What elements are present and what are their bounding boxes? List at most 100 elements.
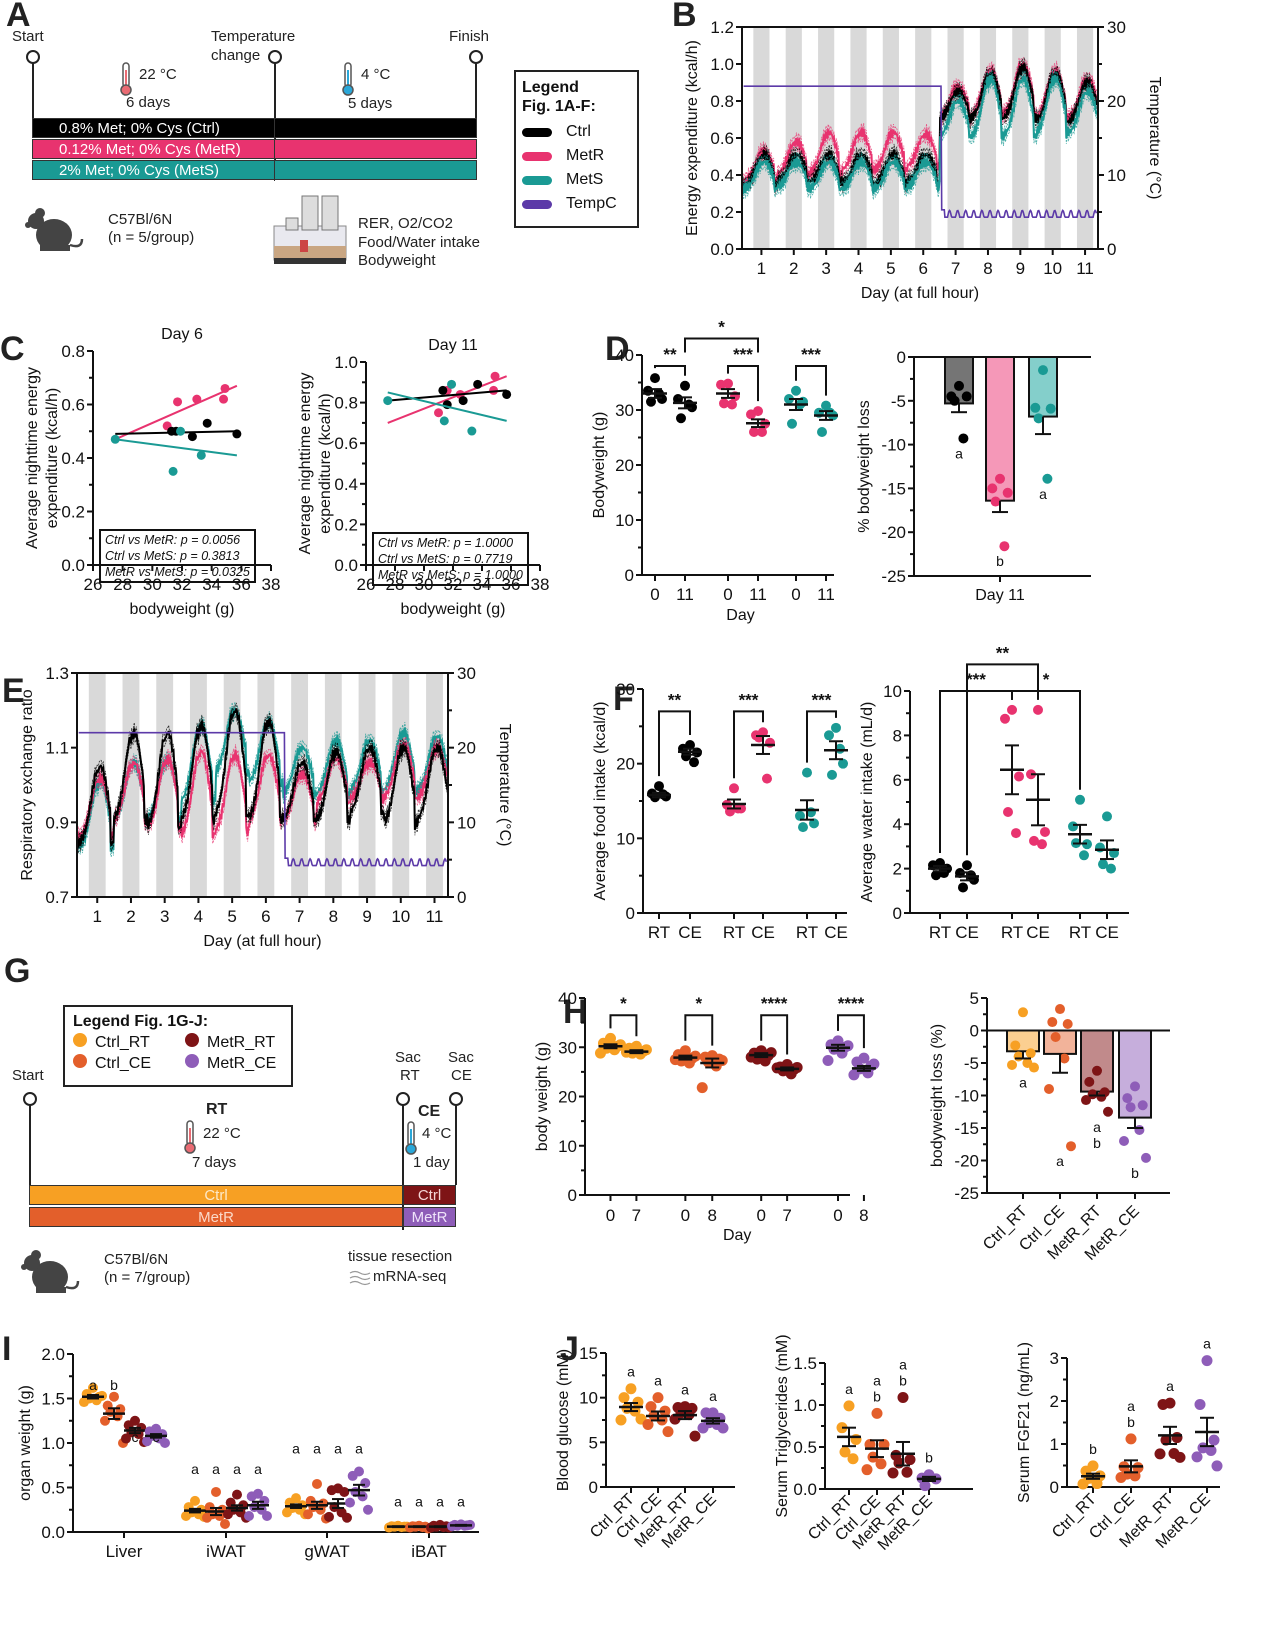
y2-axis-title: Temperature (°C)	[1146, 77, 1163, 200]
data-point	[652, 1392, 664, 1404]
data-point	[1075, 794, 1085, 805]
data-point	[684, 399, 694, 410]
series-line-TempC	[743, 85, 1098, 218]
y-axis-title: organ weight (g)	[17, 1385, 34, 1501]
data-point-Ctrl	[502, 389, 512, 399]
data-point	[109, 1391, 119, 1402]
c-day11-pvalue-1: Ctrl vs MetR: p = 1.0000	[378, 536, 514, 550]
x-tick-label: gWAT	[304, 1542, 349, 1561]
mrna-seq-label: mRNA-seq	[373, 1268, 447, 1285]
data-point	[1194, 1398, 1206, 1410]
significance-letter: a	[1019, 1075, 1027, 1091]
data-point	[928, 860, 938, 871]
phase1-temperature: 22 °C	[139, 66, 177, 83]
c-day6-pvalues: Ctrl vs MetR: p = 0.0056 Ctrl vs MetS: p…	[99, 529, 256, 583]
legend-item-ctrl-ce: Ctrl_CE	[73, 1054, 185, 1073]
data-point	[626, 1047, 638, 1059]
data-point	[759, 1055, 771, 1067]
data-point	[871, 1407, 883, 1419]
data-point	[614, 1039, 626, 1051]
data-point-MetS	[447, 379, 457, 389]
significance-letter: a	[313, 1440, 321, 1456]
y-tick-label: 1.2	[710, 18, 734, 37]
data-point	[1083, 1472, 1095, 1484]
data-point	[836, 1422, 848, 1434]
y-axis-title: Serum FGF21 (ng/mL)	[1016, 1342, 1033, 1503]
legend-label-ctrl: Ctrl	[566, 123, 591, 140]
data-point	[679, 1401, 691, 1413]
sem-lower-MetR	[76, 747, 449, 847]
data-point	[630, 1040, 642, 1052]
significance-letter: a	[845, 1381, 853, 1397]
data-point	[662, 1426, 674, 1438]
data-point	[1079, 850, 1089, 861]
significance-letter: b	[873, 1388, 881, 1404]
y-tick-label: 0.0	[41, 1523, 65, 1542]
data-point	[702, 1056, 714, 1068]
series-line-MetR	[741, 60, 1099, 187]
chart-title: Day 6	[161, 326, 203, 343]
data-point	[287, 1502, 298, 1513]
x-tick-label: 0	[681, 1206, 690, 1225]
significance-letter: a	[292, 1440, 300, 1456]
y-tick-label: -25	[881, 567, 906, 586]
y-axis-title-line1: Average nighttime energy	[24, 367, 41, 549]
data-point	[318, 1498, 329, 1509]
data-point	[1018, 1007, 1028, 1018]
x-tick-label: 4	[194, 907, 203, 926]
g-node-sac-rt	[396, 1092, 410, 1106]
data-point	[1211, 1460, 1223, 1472]
y-axis-title: Average water intake (mL/d)	[859, 702, 876, 903]
x-tick-label: 5	[227, 907, 236, 926]
data-point	[160, 1438, 170, 1448]
data-point	[157, 1429, 168, 1440]
data-point	[441, 1521, 452, 1532]
x-tick-label: RT	[929, 923, 951, 942]
y-tick-label: 1.5	[793, 1354, 817, 1373]
y-tick-label: 1.0	[41, 1434, 65, 1453]
data-point	[878, 1438, 890, 1450]
data-point	[961, 391, 972, 402]
data-point	[1125, 1102, 1136, 1113]
data-point	[1096, 1091, 1107, 1102]
y-tick-label: 20	[558, 1088, 577, 1107]
data-point	[749, 427, 759, 437]
data-point-Ctrl	[232, 429, 242, 439]
significance-letter: a	[394, 1493, 402, 1509]
data-point	[326, 1485, 337, 1496]
data-point	[393, 1520, 403, 1531]
x-tick-label: 11	[749, 585, 767, 604]
g-mouse-strain: C57Bl/6N	[104, 1251, 169, 1268]
data-point	[220, 1518, 230, 1529]
data-point	[686, 1402, 698, 1414]
g-sac-ce-label-2: CE	[451, 1067, 472, 1084]
data-point	[746, 409, 756, 420]
x-tick-label: 10	[391, 907, 410, 926]
x-tick-label-rotated: MetR_CE	[1153, 1491, 1214, 1552]
data-point	[105, 1406, 116, 1417]
data-point-MetS	[110, 434, 120, 444]
data-point	[621, 1402, 633, 1414]
legend-title-line2: Fig. 1A-F:	[522, 98, 596, 115]
x-tick-label: iBAT	[411, 1542, 447, 1561]
data-point	[685, 740, 695, 750]
data-point	[600, 1042, 612, 1054]
x-tick-label-rotated: MetR_CE	[1082, 1203, 1143, 1264]
data-point	[147, 1430, 158, 1441]
data-point	[1003, 806, 1013, 817]
significance-stars: *	[718, 318, 725, 337]
data-point	[821, 400, 831, 411]
temperature-change-label-1: Temperature	[211, 28, 296, 45]
x-tick-label: 2	[789, 259, 798, 278]
data-point	[1062, 1019, 1073, 1029]
y-tick-label: 4	[893, 815, 902, 834]
x-tick-label: CE	[955, 923, 979, 942]
data-point-MetR	[434, 408, 443, 418]
panel-letter-d: D	[605, 330, 630, 368]
data-point	[417, 1522, 428, 1533]
data-point	[1102, 811, 1112, 822]
